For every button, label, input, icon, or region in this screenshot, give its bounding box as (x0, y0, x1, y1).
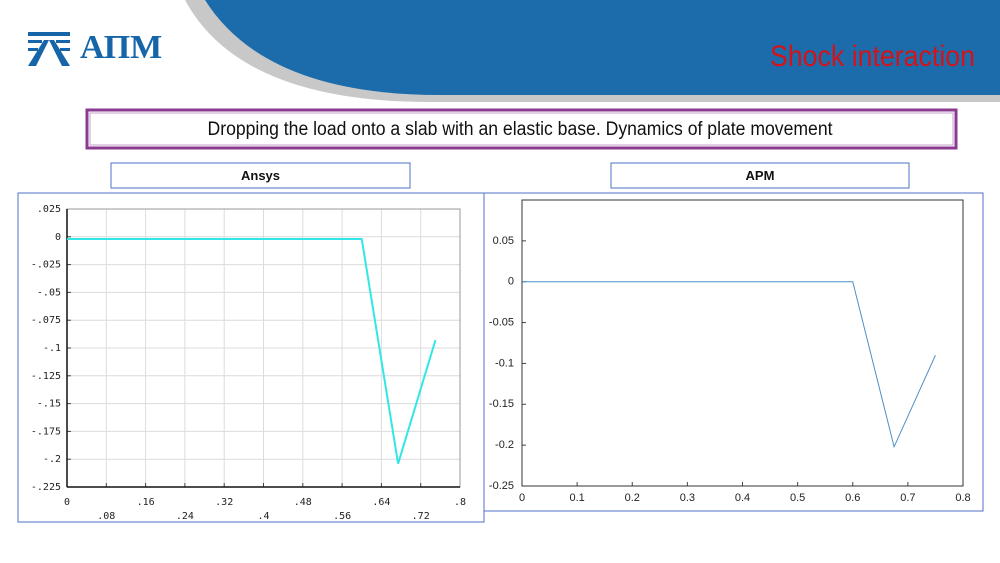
chart-title: Ansys (241, 168, 280, 183)
subtitle: Dropping the load onto a slab with an el… (208, 119, 834, 140)
chart-title: APM (746, 168, 775, 183)
x-tick-label: 0.3 (680, 492, 695, 504)
y-tick-label: -.225 (31, 482, 61, 493)
x-tick-label: 0.7 (900, 492, 915, 504)
x-tick-label: .16 (137, 497, 155, 508)
y-tick-label: -.05 (37, 287, 61, 298)
x-tick-label: .4 (257, 511, 269, 522)
chart-panel (17, 192, 485, 523)
x-tick-label: .48 (294, 497, 312, 508)
chart-title-box (110, 162, 411, 189)
y-tick-label: -.2 (43, 454, 61, 465)
x-tick-label: .08 (97, 511, 115, 522)
x-tick-label: .56 (333, 511, 351, 522)
y-tick-label: -0.15 (489, 398, 514, 410)
x-tick-label: 0.5 (790, 492, 805, 504)
x-tick-label: .8 (454, 497, 466, 508)
y-tick-label: -0.1 (495, 357, 514, 369)
x-tick-label: .32 (215, 497, 233, 508)
data-line (67, 238, 437, 464)
y-tick-label: 0.05 (493, 235, 514, 247)
x-tick-label: 0 (519, 492, 525, 504)
chart-panel (483, 192, 984, 512)
y-tick-label: -.025 (31, 260, 61, 271)
x-tick-label: .72 (412, 511, 430, 522)
y-tick-label: -.15 (37, 399, 61, 410)
slide-title: Shock interaction (770, 40, 975, 73)
y-tick-label: 0 (508, 276, 514, 288)
logo-icon (28, 32, 70, 66)
x-tick-label: .24 (176, 511, 194, 522)
y-tick-label: 0 (55, 232, 61, 243)
y-tick-label: -.175 (31, 426, 61, 437)
header-band (205, 0, 1000, 95)
x-tick-label: 0.4 (735, 492, 750, 504)
x-tick-label: 0.6 (845, 492, 860, 504)
x-tick-label: 0.1 (569, 492, 584, 504)
y-tick-label: -.125 (31, 371, 61, 382)
plot-frame (521, 199, 964, 487)
y-tick-label: -0.05 (489, 316, 514, 328)
chart-title-box (610, 162, 910, 189)
subtitle-box-inner (89, 112, 954, 146)
x-tick-label: .64 (372, 497, 390, 508)
data-line (522, 281, 936, 449)
y-tick-label: -0.2 (495, 439, 514, 451)
y-tick-label: -0.25 (489, 480, 514, 492)
y-tick-label: -.1 (43, 343, 61, 354)
x-tick-label: 0.8 (955, 492, 970, 504)
y-tick-label: -.075 (31, 315, 61, 326)
x-tick-label: 0 (64, 497, 70, 508)
x-tick-label: 0.2 (625, 492, 640, 504)
y-tick-label: .025 (37, 204, 61, 215)
subtitle-box (85, 108, 958, 150)
logo-text: АПМ (80, 29, 162, 66)
